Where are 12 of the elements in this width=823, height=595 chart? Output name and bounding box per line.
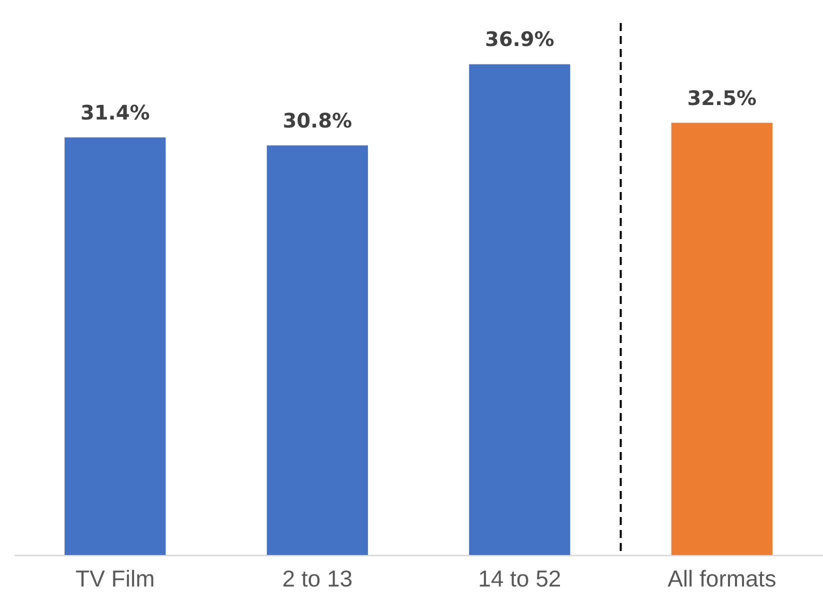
data-label: 36.9%: [484, 27, 554, 52]
x-tick-label: 14 to 52: [478, 566, 562, 592]
bar: [469, 64, 570, 555]
data-label: 30.8%: [282, 108, 352, 132]
bar: [266, 145, 368, 555]
bar: [671, 122, 772, 555]
x-tick-label: All formats: [668, 566, 776, 592]
x-tick-label: 2 to 13: [282, 566, 353, 592]
data-label: 32.5%: [687, 86, 757, 110]
data-label: 31.4%: [80, 100, 150, 124]
x-tick-label: TV Film: [76, 566, 155, 592]
bar: [64, 137, 166, 555]
